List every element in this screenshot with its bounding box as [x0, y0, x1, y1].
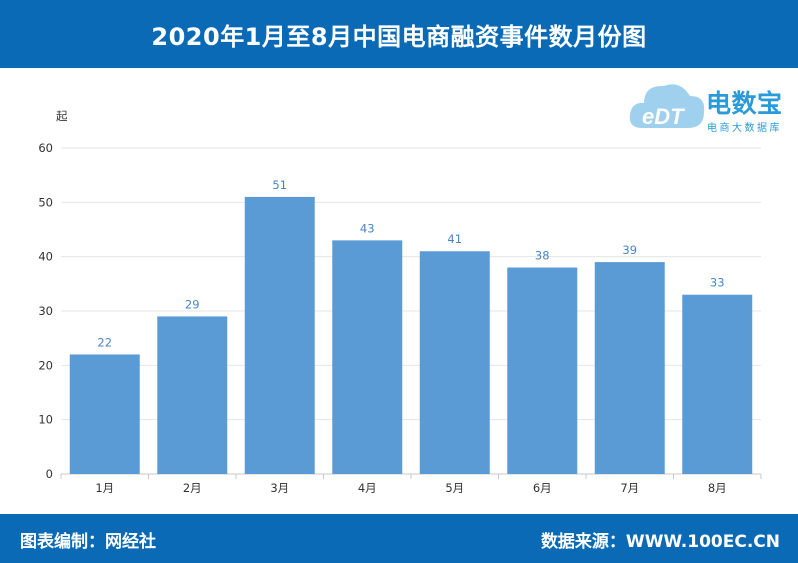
- bar: [244, 196, 315, 474]
- chart-title: 2020年1月至8月中国电商融资事件数月份图: [151, 22, 647, 51]
- chart-title-bar: 2020年1月至8月中国电商融资事件数月份图: [0, 0, 798, 68]
- bar: [507, 267, 578, 474]
- data-label: 22: [97, 335, 112, 349]
- data-label: 38: [535, 249, 550, 263]
- x-tick-label: 1月: [95, 481, 114, 495]
- bar: [594, 262, 665, 474]
- bar: [69, 354, 140, 474]
- y-tick-label: 30: [38, 304, 53, 318]
- bar: [682, 294, 753, 474]
- x-tick-label: 3月: [270, 481, 289, 495]
- data-label: 29: [185, 297, 200, 311]
- logo-mark: eDT: [642, 104, 685, 129]
- logo-name: 电数宝: [706, 89, 783, 118]
- bar: [332, 240, 403, 474]
- y-tick-label: 20: [38, 358, 53, 372]
- footer-bar: 图表编制：网经社 数据来源：WWW.100EC.CN: [0, 514, 798, 563]
- x-tick-label: 6月: [533, 481, 552, 495]
- data-label: 43: [360, 221, 375, 235]
- y-tick-label: 0: [46, 467, 53, 481]
- x-tick-label: 8月: [708, 481, 727, 495]
- data-label: 41: [447, 232, 462, 246]
- bar: [157, 316, 228, 474]
- bar: [419, 251, 490, 474]
- y-unit-label: 起: [56, 109, 68, 123]
- y-tick-label: 60: [38, 141, 53, 155]
- data-label: 51: [272, 178, 287, 192]
- footer-source: 数据来源：WWW.100EC.CN: [540, 532, 780, 552]
- x-tick-label: 4月: [358, 481, 377, 495]
- y-tick-label: 40: [38, 250, 53, 264]
- footer-credit: 图表编制：网经社: [20, 532, 156, 552]
- x-tick-label: 7月: [620, 481, 639, 495]
- cloud-logo-icon: eDT: [629, 84, 705, 129]
- logo-subtitle: 电商大数据库: [707, 123, 782, 134]
- data-label: 39: [622, 243, 637, 257]
- y-tick-label: 10: [38, 413, 53, 427]
- y-tick-label: 50: [38, 195, 53, 209]
- x-tick-label: 2月: [183, 481, 202, 495]
- data-label: 33: [710, 276, 725, 290]
- x-tick-label: 5月: [445, 481, 464, 495]
